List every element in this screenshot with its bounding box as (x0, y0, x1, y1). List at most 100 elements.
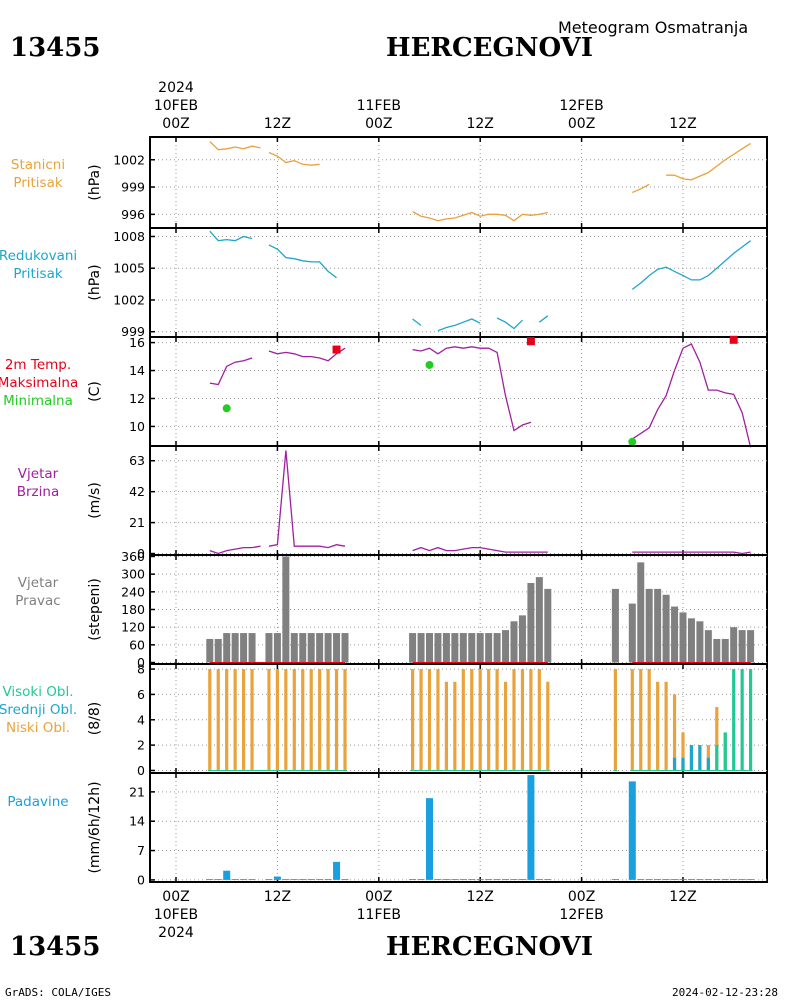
y-tick-label: 12 (129, 391, 145, 406)
panel-cloud-cover-label: Visoki Obl. (2, 684, 73, 700)
panel-precipitation-bar (223, 870, 231, 880)
top-hour-label: 00Z (162, 116, 189, 132)
panel-station-pressure-series-line (209, 141, 261, 151)
y-tick-label: 0 (137, 655, 145, 670)
panel-cloud-cover-bar (343, 669, 347, 771)
panel-wind-direction-bar (738, 630, 746, 663)
panel-wind-direction-bar (662, 594, 670, 663)
panel-wind-direction-bar (468, 633, 476, 663)
y-tick-label: 996 (121, 207, 145, 222)
panel-precipitation-bar (502, 879, 510, 880)
panel-reduced-pressure-series-line (496, 317, 523, 330)
panel-cloud-cover-bar (537, 669, 541, 771)
panel-precipitation-bar (535, 879, 543, 880)
y-tick-label: 10 (129, 419, 145, 434)
top-hour-label: 12Z (669, 116, 696, 132)
y-tick-label: 1008 (113, 229, 145, 244)
panel-cloud-cover-bar (723, 732, 727, 771)
panel-station-pressure-series-line (666, 142, 751, 181)
panel-precipitation-bar (687, 879, 695, 880)
panel-wind-direction-bar (341, 633, 349, 663)
panel-precipitation-bar (747, 879, 755, 880)
panel-wind-direction-bar (704, 630, 712, 663)
panel-wind-direction-bar (527, 582, 535, 663)
panel-precipitation-bar (206, 879, 214, 880)
panel-precipitation-bar (544, 879, 552, 880)
panel-precipitation-bar (417, 879, 425, 880)
panel-cloud-cover-bar (326, 669, 330, 771)
panel-wind-speed-series-line (632, 551, 751, 555)
y-tick-label: 1005 (113, 261, 145, 276)
panel-precipitation-bar (426, 798, 433, 880)
bottom-day-label: 11FEB (357, 907, 401, 923)
panel-cloud-cover-bar (301, 669, 305, 771)
y-tick-label: 21 (129, 784, 145, 799)
panel-cloud-cover-bar (250, 669, 254, 771)
panel-temperature-2m-series-line (268, 347, 346, 362)
panel-cloud-cover-bar (732, 669, 736, 771)
panel-cloud-cover-bar (512, 669, 516, 771)
panel-cloud-cover-bar (334, 669, 339, 771)
y-tick-label: 4 (137, 712, 145, 727)
max-temp-marker (526, 337, 535, 346)
panel-wind-direction-bar (645, 588, 653, 663)
panel-wind-direction-bar (206, 638, 214, 663)
bottom-hour-label: 00Z (365, 889, 392, 905)
panel-wind-speed-series-line (268, 450, 346, 549)
y-tick-label: 14 (129, 814, 145, 829)
panel-wind-direction-bar (730, 627, 738, 663)
panel-wind-direction-bar (611, 588, 619, 663)
panel-precipitation-bar (730, 879, 738, 880)
panel-cloud-cover-bar (318, 669, 322, 771)
y-tick-label: 300 (121, 567, 145, 582)
panel-cloud-cover-bar (672, 694, 677, 771)
panel-precipitation-bar (333, 861, 341, 880)
bottom-day-label: 12FEB (559, 907, 603, 923)
panel-wind-speed-ylabel: (m/s) (87, 482, 103, 519)
footer-timestamp: 2024-02-12-23:28 (672, 986, 778, 999)
panel-reduced-pressure-ylabel: (hPa) (87, 264, 103, 300)
panel-precipitation-bar (485, 879, 493, 880)
panel-reduced-pressure-series-line (437, 318, 481, 332)
panel-cloud-cover-bar (740, 669, 744, 771)
panel-reduced-pressure-label: Pritisak (13, 266, 63, 282)
panel-reduced-pressure-series-line (538, 315, 549, 323)
y-tick-label: 999 (121, 324, 145, 339)
y-tick-label: 1002 (113, 292, 145, 307)
panel-wind-direction-bar (299, 633, 307, 663)
panel-wind-direction-bar (544, 588, 552, 663)
panel-wind-direction-bar (628, 603, 636, 663)
panel-precipitation-bar (476, 879, 484, 880)
panel-temperature-2m-label: Minimalna (3, 393, 73, 409)
panel-precipitation-bar (299, 879, 307, 880)
panel-precipitation-bar (654, 879, 662, 880)
panel-wind-direction-bar (290, 633, 298, 663)
bottom-hour-label: 12Z (669, 889, 696, 905)
panel-precipitation-bar (704, 879, 712, 880)
panel-precipitation-bar (637, 879, 645, 880)
panel-station-pressure-ylabel: (hPa) (87, 164, 103, 200)
bottom-hour-label: 12Z (264, 889, 291, 905)
footer-credit: GrADS: COLA/IGES (5, 986, 111, 999)
min-temp-marker (425, 360, 434, 369)
panel-wind-direction-bar (510, 621, 518, 663)
panel-wind-direction-bar (493, 633, 501, 663)
panel-wind-direction-bar (671, 606, 679, 663)
panel-wind-direction-bar (637, 562, 645, 663)
panel-cloud-cover-bar (503, 681, 508, 771)
panel-precipitation-bar (290, 879, 298, 880)
product-title: Meteogram Osmatranja (558, 18, 748, 37)
y-tick-label: 7 (137, 843, 145, 858)
panel-cloud-cover-bar (715, 707, 719, 771)
panel-wind-direction-label: Pravac (15, 593, 60, 609)
panel-cloud-cover-bar (630, 669, 634, 771)
panel-reduced-pressure-series-line (209, 230, 253, 242)
panel-station-pressure-series-line (632, 183, 650, 194)
panel-wind-direction-bar (535, 577, 543, 663)
panel-wind-direction-bar (426, 633, 433, 663)
panel-precipitation-bar (409, 879, 417, 880)
panel-cloud-cover-bar (284, 669, 288, 771)
station-id-top: 13455 (10, 33, 100, 63)
panel-temperature-2m-frame (149, 336, 768, 447)
panel-wind-direction-bar (485, 633, 493, 663)
